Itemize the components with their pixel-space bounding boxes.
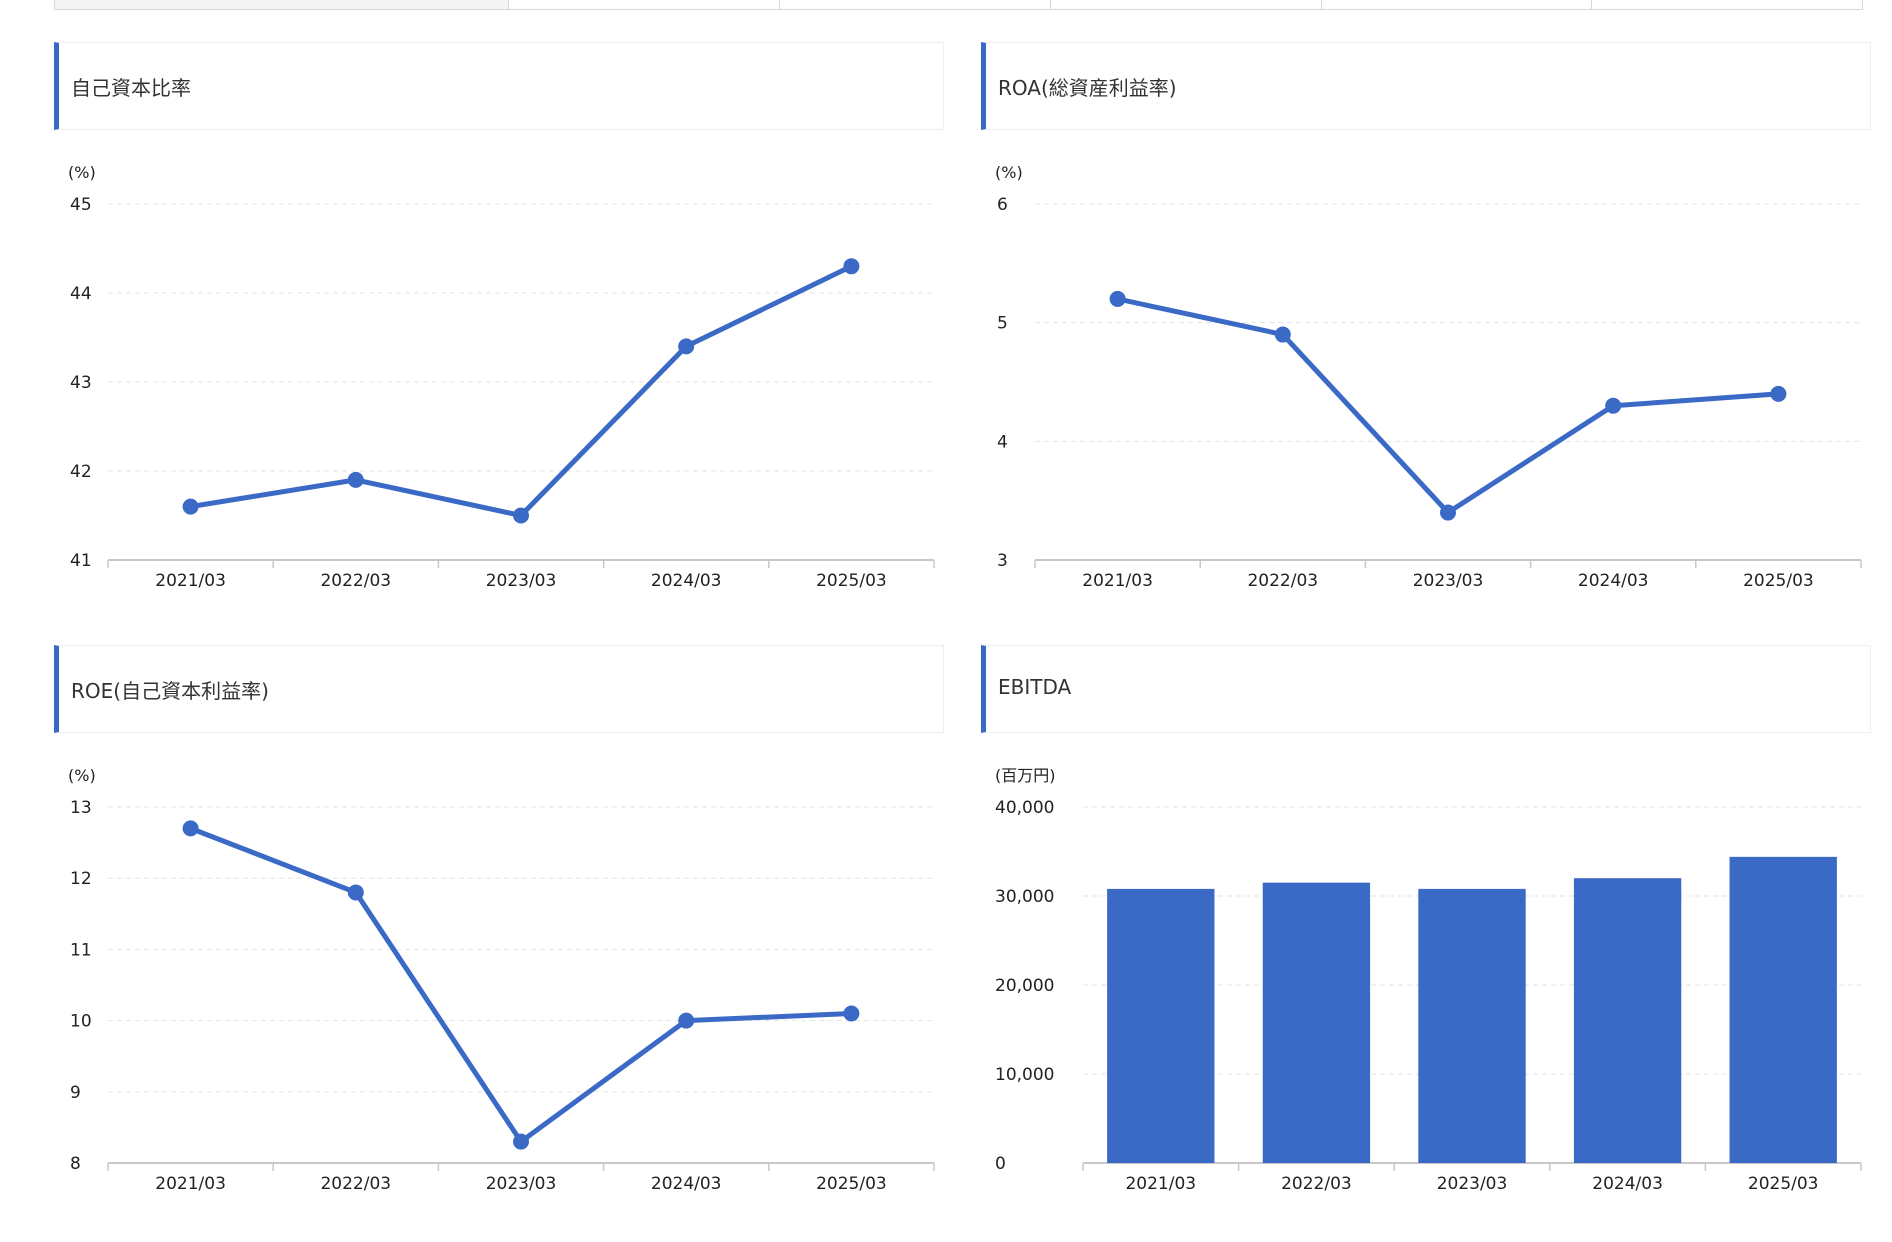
y-tick-label: 13: [70, 798, 92, 818]
x-tick-label: 2021/03: [155, 1174, 226, 1194]
data-point: [843, 258, 860, 275]
x-tick-label: 2025/03: [816, 1174, 887, 1194]
y-tick-label: 10,000: [995, 1065, 1054, 1085]
tab-5[interactable]: [1321, 0, 1593, 9]
tab-1[interactable]: [55, 0, 510, 9]
y-tick-label: 44: [70, 284, 92, 304]
roe-chart: (%) 8 9 10 11 12 13 2021/03 2022/03 2023/03 2024/0…: [68, 766, 935, 1194]
x-tick-label: 2024/03: [1578, 571, 1649, 591]
y-tick-label: 45: [70, 195, 92, 215]
y-unit-label: (%): [995, 163, 1023, 182]
x-tick-label: 2024/03: [651, 1174, 722, 1194]
data-point: [513, 507, 529, 524]
chart-title: EBITDA: [998, 675, 1072, 699]
data-point: [1770, 385, 1787, 402]
bar: [1418, 888, 1526, 1163]
y-tick-label: 12: [70, 869, 92, 889]
panel-header: ROE(自己資本利益率): [54, 645, 944, 733]
x-tick-label: 2025/03: [1748, 1174, 1819, 1194]
equity-ratio-chart: (%) 41 42 43 44 45 2021/03 2022/03 2023/03 2024/0…: [68, 163, 935, 591]
y-tick-label: 41: [70, 551, 92, 571]
y-tick-label: 0: [995, 1154, 1006, 1174]
y-tick-label: 30,000: [995, 887, 1054, 907]
roe-panel: ROE(自己資本利益率) (%) 8 9 10 11 12 13 2021/03 2022/03…: [54, 645, 944, 1205]
data-point: [347, 471, 364, 488]
chart-title: ROA(総資産利益率): [998, 76, 1177, 100]
panel-header: 自己資本比率: [54, 42, 944, 130]
chart-title: 自己資本比率: [71, 76, 191, 100]
x-tick-label: 2022/03: [320, 571, 391, 591]
x-tick-label: 2022/03: [320, 1174, 391, 1194]
bar: [1729, 856, 1837, 1163]
data-point: [1440, 504, 1456, 521]
ebitda-panel: EBITDA (百万円) 0 10,000 20,000 30,000 40,000 202…: [981, 645, 1871, 1205]
tab-4[interactable]: [1050, 0, 1322, 9]
chart-title: ROE(自己資本利益率): [71, 679, 269, 703]
roa-panel: ROA(総資産利益率) (%) 3 4 5 6 2021/03 2022/03 2023/03…: [981, 42, 1871, 602]
series-line: [1117, 296, 1779, 516]
x-tick-label: 2021/03: [155, 571, 226, 591]
y-tick-label: 20,000: [995, 976, 1054, 996]
y-tick-label: 9: [70, 1083, 81, 1103]
x-tick-label: 2024/03: [651, 571, 722, 591]
tab-3[interactable]: [779, 0, 1051, 9]
y-tick-label: 8: [70, 1154, 81, 1174]
tab-2[interactable]: [509, 0, 780, 9]
panel-header: ROA(総資産利益率): [981, 42, 1871, 130]
data-point: [347, 884, 364, 901]
panel-header: EBITDA: [981, 645, 1871, 733]
y-tick-label: 43: [70, 373, 92, 393]
data-point: [1274, 326, 1291, 343]
data-point: [1605, 397, 1622, 414]
x-tick-label: 2023/03: [1413, 571, 1484, 591]
x-tick-label: 2023/03: [1437, 1174, 1508, 1194]
y-tick-label: 3: [997, 551, 1008, 571]
data-point: [1109, 290, 1126, 307]
y-unit-label: (%): [68, 163, 96, 182]
data-point: [513, 1133, 529, 1150]
x-tick-label: 2021/03: [1125, 1174, 1196, 1194]
x-tick-label: 2022/03: [1247, 571, 1318, 591]
bar: [1107, 888, 1215, 1163]
data-point: [678, 338, 695, 355]
series-line: [189, 826, 852, 1145]
x-tick-label: 2024/03: [1592, 1174, 1663, 1194]
x-tick-label: 2025/03: [816, 571, 887, 591]
y-tick-label: 11: [70, 940, 92, 960]
y-tick-label: 42: [70, 462, 92, 482]
y-unit-label: (%): [68, 766, 96, 785]
y-tick-label: 4: [997, 432, 1008, 452]
data-point: [843, 1005, 860, 1022]
bar: [1262, 882, 1371, 1163]
equity-ratio-panel: 自己資本比率 (%) 41 42 43 44 45 2021/03 2022/03 2023/0…: [54, 42, 944, 602]
tab-bar: [54, 0, 1863, 10]
y-tick-label: 6: [997, 195, 1008, 215]
tab-6[interactable]: [1592, 0, 1863, 9]
x-tick-label: 2021/03: [1082, 571, 1153, 591]
y-tick-label: 10: [70, 1012, 92, 1032]
y-tick-label: 40,000: [995, 798, 1054, 818]
y-tick-label: 5: [997, 314, 1008, 334]
data-point: [678, 1012, 695, 1029]
y-unit-label: (百万円): [995, 766, 1056, 785]
x-tick-label: 2023/03: [486, 1174, 557, 1194]
roa-chart: (%) 3 4 5 6 2021/03 2022/03 2023/03 2024/03 2025/…: [995, 163, 1862, 591]
x-tick-label: 2025/03: [1743, 571, 1814, 591]
x-tick-label: 2022/03: [1281, 1174, 1352, 1194]
data-point: [182, 498, 199, 515]
data-point: [182, 820, 199, 837]
x-tick-label: 2023/03: [486, 571, 557, 591]
ebitda-chart: (百万円) 0 10,000 20,000 30,000 40,000 2021/03 202…: [995, 766, 1862, 1194]
series-line: [190, 264, 853, 518]
bar: [1573, 878, 1682, 1163]
